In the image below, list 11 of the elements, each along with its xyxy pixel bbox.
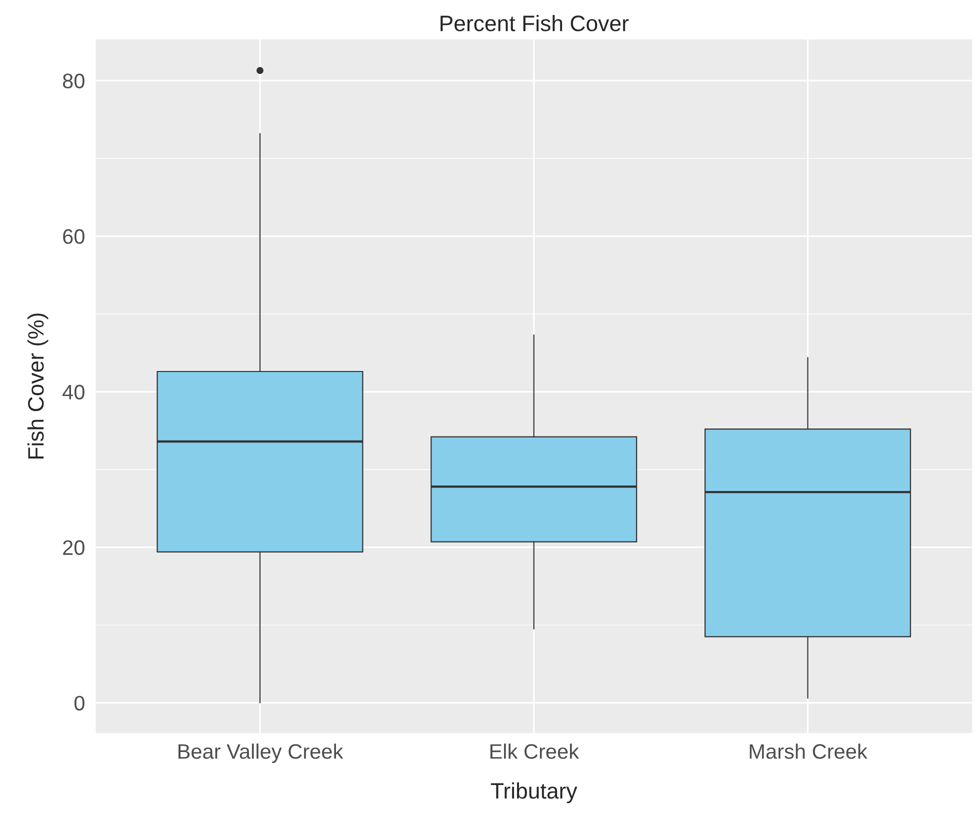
x-tick-label: Marsh Creek: [750, 744, 868, 759]
y-axis-title: Fish Cover (%): [27, 314, 48, 459]
x-tick-label: Elk Creek: [490, 744, 580, 759]
y-tick-label: 80: [62, 74, 84, 88]
x-tick-label: Bear Valley Creek: [178, 744, 344, 763]
y-tick-label: 0: [74, 696, 84, 711]
x-axis-title: Tributary: [490, 782, 578, 804]
y-tick-label: 60: [63, 229, 84, 244]
y-tick-label: 20: [63, 540, 84, 556]
y-tick-label: 40: [62, 384, 84, 400]
chart-title: Percent Fish Cover: [440, 14, 629, 32]
